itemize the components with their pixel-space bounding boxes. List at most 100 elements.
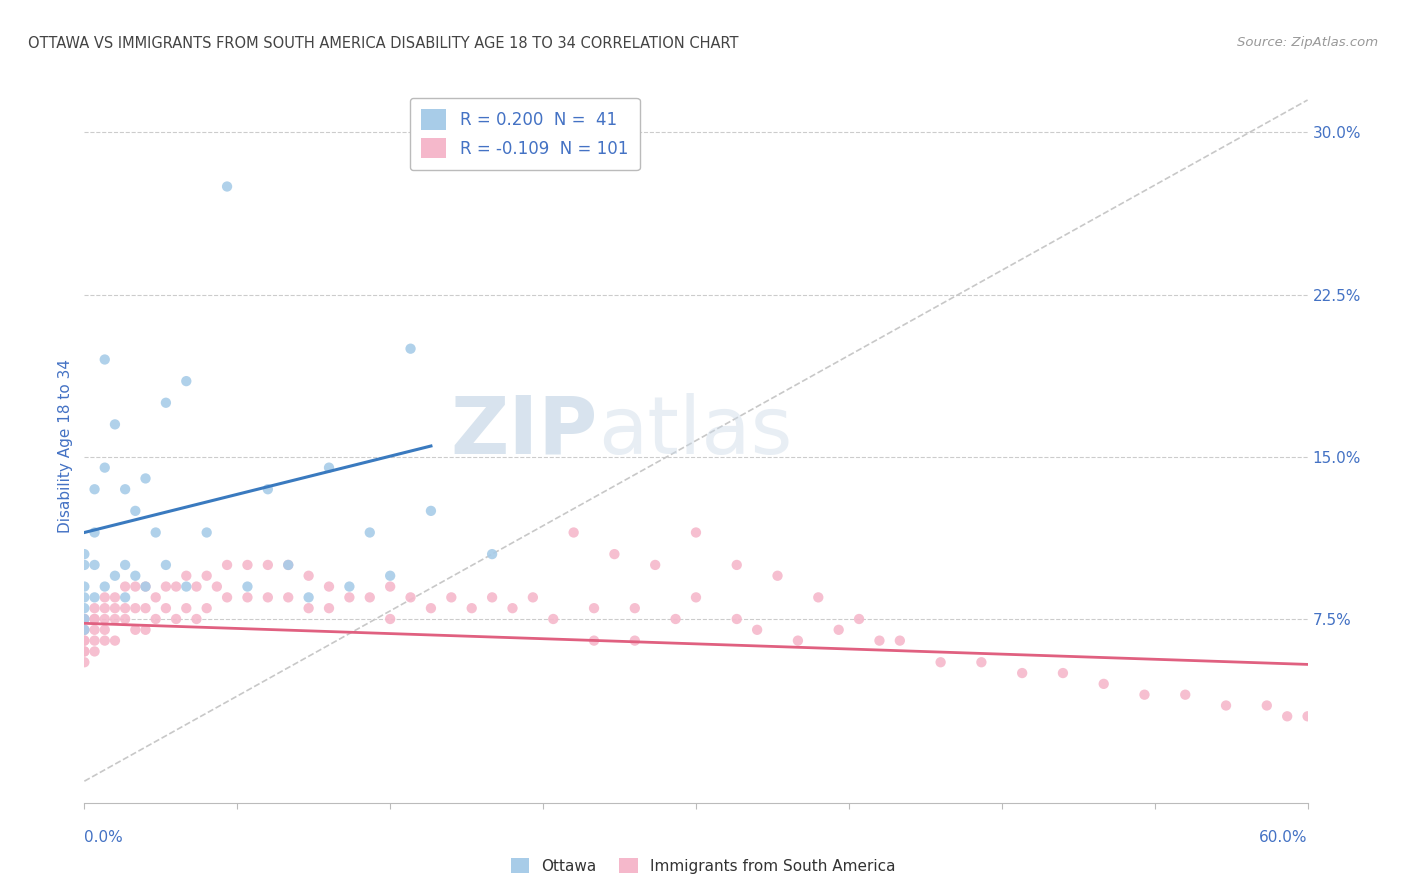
- Point: [104, 417, 127, 432]
- Point: [124, 580, 146, 594]
- Point: [298, 601, 321, 615]
- Point: [165, 580, 187, 594]
- Point: [1215, 698, 1237, 713]
- Point: [93, 352, 117, 367]
- Point: [93, 633, 117, 648]
- Point: [543, 612, 565, 626]
- Point: [104, 612, 127, 626]
- Point: [217, 558, 239, 572]
- Point: [277, 558, 299, 572]
- Point: [176, 568, 198, 582]
- Point: [124, 504, 146, 518]
- Point: [298, 591, 321, 605]
- Point: [73, 633, 96, 648]
- Point: [1174, 688, 1197, 702]
- Point: [502, 601, 524, 615]
- Point: [481, 591, 503, 605]
- Point: [603, 547, 626, 561]
- Point: [93, 591, 117, 605]
- Point: [73, 623, 96, 637]
- Point: [929, 655, 952, 669]
- Point: [83, 525, 105, 540]
- Point: [583, 633, 606, 648]
- Text: OTTAWA VS IMMIGRANTS FROM SOUTH AMERICA DISABILITY AGE 18 TO 34 CORRELATION CHAR: OTTAWA VS IMMIGRANTS FROM SOUTH AMERICA …: [28, 36, 738, 51]
- Point: [93, 460, 117, 475]
- Point: [73, 547, 96, 561]
- Point: [135, 601, 157, 615]
- Text: 0.0%: 0.0%: [84, 830, 124, 845]
- Point: [155, 396, 177, 410]
- Point: [93, 623, 117, 637]
- Text: ZIP: ZIP: [451, 392, 598, 471]
- Point: [624, 633, 647, 648]
- Point: [73, 558, 96, 572]
- Text: 60.0%: 60.0%: [1260, 830, 1308, 845]
- Point: [339, 591, 361, 605]
- Point: [114, 601, 136, 615]
- Point: [869, 633, 891, 648]
- Point: [135, 580, 157, 594]
- Point: [787, 633, 810, 648]
- Point: [186, 612, 208, 626]
- Point: [318, 580, 340, 594]
- Point: [73, 633, 96, 648]
- Point: [83, 612, 105, 626]
- Point: [83, 644, 105, 658]
- Point: [104, 633, 127, 648]
- Point: [1133, 688, 1156, 702]
- Point: [73, 623, 96, 637]
- Point: [257, 591, 280, 605]
- Point: [747, 623, 769, 637]
- Point: [145, 525, 167, 540]
- Point: [145, 591, 167, 605]
- Point: [725, 558, 748, 572]
- Point: [155, 580, 177, 594]
- Point: [186, 580, 208, 594]
- Point: [481, 547, 503, 561]
- Point: [318, 460, 340, 475]
- Point: [399, 591, 422, 605]
- Point: [83, 482, 105, 496]
- Point: [399, 342, 422, 356]
- Point: [380, 580, 402, 594]
- Point: [93, 601, 117, 615]
- Text: Source: ZipAtlas.com: Source: ZipAtlas.com: [1237, 36, 1378, 49]
- Point: [359, 525, 381, 540]
- Point: [176, 601, 198, 615]
- Point: [1256, 698, 1278, 713]
- Point: [155, 558, 177, 572]
- Point: [644, 558, 666, 572]
- Point: [685, 525, 707, 540]
- Point: [135, 623, 157, 637]
- Point: [93, 580, 117, 594]
- Point: [135, 471, 157, 485]
- Point: [562, 525, 585, 540]
- Point: [195, 525, 218, 540]
- Legend: R = 0.200  N =  41, R = -0.109  N = 101: R = 0.200 N = 41, R = -0.109 N = 101: [409, 97, 640, 169]
- Point: [83, 591, 105, 605]
- Point: [1011, 666, 1033, 681]
- Point: [73, 644, 96, 658]
- Point: [440, 591, 463, 605]
- Point: [828, 623, 851, 637]
- Point: [73, 601, 96, 615]
- Point: [104, 601, 127, 615]
- Point: [277, 558, 299, 572]
- Point: [277, 591, 299, 605]
- Point: [114, 482, 136, 496]
- Point: [83, 633, 105, 648]
- Point: [1052, 666, 1074, 681]
- Legend: Ottawa, Immigrants from South America: Ottawa, Immigrants from South America: [505, 852, 901, 880]
- Point: [461, 601, 484, 615]
- Point: [176, 374, 198, 388]
- Point: [124, 601, 146, 615]
- Point: [257, 558, 280, 572]
- Point: [1092, 677, 1115, 691]
- Point: [236, 591, 259, 605]
- Point: [73, 655, 96, 669]
- Point: [73, 591, 96, 605]
- Point: [257, 482, 280, 496]
- Point: [725, 612, 748, 626]
- Point: [970, 655, 993, 669]
- Point: [165, 612, 187, 626]
